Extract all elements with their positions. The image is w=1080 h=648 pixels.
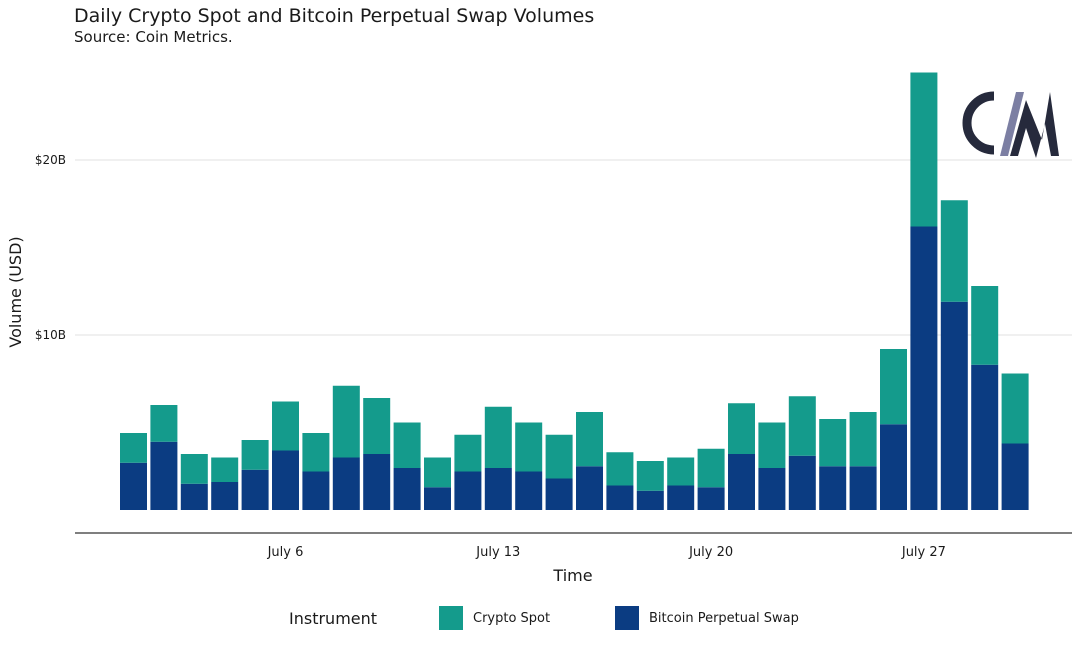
bar-crypto-spot [636, 461, 664, 491]
bar-crypto-spot [971, 286, 999, 365]
bar-crypto-spot [484, 406, 512, 468]
bar-bitcoin-perpetual-swap [940, 301, 968, 510]
x-tick-label: July 27 [901, 545, 946, 560]
bar-crypto-spot [697, 448, 725, 488]
bar-crypto-spot [515, 422, 543, 472]
bar-bitcoin-perpetual-swap [545, 478, 573, 510]
bar-crypto-spot [788, 396, 816, 456]
bar-crypto-spot [150, 405, 178, 442]
bar-bitcoin-perpetual-swap [697, 487, 725, 510]
bar-bitcoin-perpetual-swap [880, 424, 907, 510]
legend-label-bitcoin-perpetual-swap: Bitcoin Perpetual Swap [649, 610, 799, 626]
legend-title: Instrument [289, 609, 378, 628]
bar-bitcoin-perpetual-swap [636, 490, 664, 510]
bar-bitcoin-perpetual-swap [971, 364, 999, 510]
bar-crypto-spot [302, 433, 330, 472]
bar-crypto-spot [606, 452, 634, 486]
x-tick-label: July 6 [267, 545, 304, 560]
bar-bitcoin-perpetual-swap [454, 471, 482, 510]
bar-crypto-spot [424, 457, 451, 488]
coin-metrics-logo-icon [942, 84, 1064, 164]
bar-bitcoin-perpetual-swap [910, 226, 938, 510]
bar-bitcoin-perpetual-swap [211, 482, 239, 510]
bar-bitcoin-perpetual-swap [332, 457, 360, 510]
bar-bitcoin-perpetual-swap [302, 471, 330, 510]
chart-title: Daily Crypto Spot and Bitcoin Perpetual … [74, 5, 595, 27]
bar-crypto-spot [880, 349, 907, 425]
chart-subtitle: Source: Coin Metrics. [74, 28, 233, 46]
bar-bitcoin-perpetual-swap [272, 450, 299, 510]
bar-bitcoin-perpetual-swap [515, 471, 543, 510]
bar-crypto-spot [576, 412, 603, 467]
bar-crypto-spot [1001, 373, 1029, 444]
bar-crypto-spot [241, 440, 269, 470]
bar-bitcoin-perpetual-swap [393, 468, 421, 510]
y-tick-label: $10B [35, 328, 66, 342]
bar-crypto-spot [454, 434, 482, 472]
bar-bitcoin-perpetual-swap [363, 454, 391, 510]
bar-bitcoin-perpetual-swap [120, 462, 147, 510]
legend-swatch-bitcoin-perpetual-swap [615, 606, 639, 630]
bar-bitcoin-perpetual-swap [606, 485, 634, 510]
bar-crypto-spot [363, 398, 391, 454]
x-tick-label: July 20 [688, 545, 733, 560]
x-tick-label: July 13 [475, 545, 520, 560]
legend-swatch-crypto-spot [439, 606, 463, 630]
bar-bitcoin-perpetual-swap [424, 487, 451, 510]
bar-crypto-spot [910, 72, 938, 227]
bar-bitcoin-perpetual-swap [788, 455, 816, 510]
bar-crypto-spot [545, 434, 573, 479]
bar-crypto-spot [940, 200, 968, 302]
legend: Instrument Crypto Spot Bitcoin Perpetual… [0, 600, 1080, 640]
stacked-bar-chart: $10B $20B July 6 July 13 July 20 July 27 Time V… [6, 72, 1072, 585]
bar-crypto-spot [180, 454, 208, 484]
y-axis-title: Volume (USD) [6, 236, 25, 347]
bar-bitcoin-perpetual-swap [150, 441, 178, 510]
bar-bitcoin-perpetual-swap [667, 485, 695, 510]
legend-item-crypto-spot: Crypto Spot [439, 606, 550, 630]
bar-bitcoin-perpetual-swap [576, 466, 603, 510]
bar-crypto-spot [332, 385, 360, 458]
bar-bitcoin-perpetual-swap [484, 468, 512, 510]
bar-bitcoin-perpetual-swap [180, 483, 208, 510]
y-tick-label: $20B [35, 153, 66, 167]
bar-crypto-spot [758, 422, 786, 468]
bar-crypto-spot [849, 412, 877, 467]
x-axis-title: Time [552, 566, 592, 585]
bar-bitcoin-perpetual-swap [241, 469, 269, 510]
bar-bitcoin-perpetual-swap [849, 466, 877, 510]
bar-crypto-spot [728, 403, 755, 454]
bar-bitcoin-perpetual-swap [1001, 443, 1029, 510]
legend-label-crypto-spot: Crypto Spot [473, 610, 551, 626]
bar-crypto-spot [120, 433, 147, 463]
bar-bitcoin-perpetual-swap [758, 468, 786, 510]
bar-bitcoin-perpetual-swap [728, 454, 755, 510]
legend-item-bitcoin-perpetual-swap: Bitcoin Perpetual Swap [615, 606, 799, 630]
bar-bitcoin-perpetual-swap [819, 466, 847, 510]
bar-crypto-spot [211, 457, 239, 482]
bar-crypto-spot [393, 422, 421, 468]
bar-crypto-spot [819, 419, 847, 467]
bar-crypto-spot [272, 401, 299, 451]
bar-crypto-spot [667, 457, 695, 486]
